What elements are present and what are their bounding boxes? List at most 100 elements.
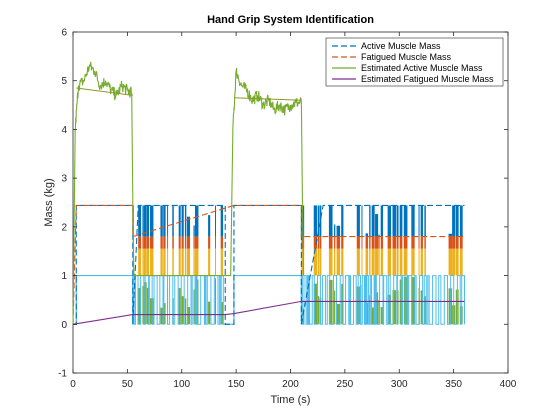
fatigued-band-bar — [138, 236, 142, 249]
fatigued-band-bar — [208, 236, 211, 249]
fatigued-band-bar — [193, 236, 195, 249]
resting-band-bar — [452, 248, 456, 276]
resting-band-bar — [301, 248, 305, 276]
estimated-active-bar — [424, 296, 426, 325]
fatigued-band-bar — [317, 236, 320, 249]
estimated-active-bar — [163, 303, 166, 325]
fatigued-band-bar — [369, 236, 371, 249]
resting-band-bar — [334, 248, 336, 276]
active-band-bar — [341, 205, 344, 237]
active-band-bar — [387, 205, 392, 237]
active-band-bar — [167, 205, 169, 237]
x-tick-label: 0 — [70, 379, 76, 390]
resting-band-bar — [396, 248, 399, 276]
estimated-active-bar — [403, 277, 408, 325]
fatigued-band-bar — [143, 236, 147, 249]
active-band-bar — [319, 205, 322, 237]
fatigued-band-bar — [167, 236, 169, 249]
resting-band-bar — [167, 248, 169, 276]
resting-band-bar — [143, 248, 147, 276]
active-band-bar — [193, 225, 195, 237]
active-band-bar — [178, 205, 181, 237]
fatigued-band-bar — [459, 236, 463, 249]
fatigued-band-bar — [452, 236, 456, 249]
active-band-bar — [214, 205, 216, 237]
estimated-active-bar — [208, 301, 211, 325]
active-band-bar — [143, 205, 147, 237]
fatigued-band-bar — [361, 236, 363, 249]
resting-band-bar — [328, 248, 333, 276]
resting-band-bar — [459, 248, 463, 276]
estimated-active-bar — [184, 298, 187, 325]
resting-band-bar — [160, 248, 163, 276]
fatigued-band-bar — [380, 236, 384, 249]
fatigued-band-bar — [341, 236, 344, 249]
fatigued-band-bar — [142, 236, 144, 249]
fatigued-band-bar — [328, 236, 333, 249]
resting-band-bar — [375, 248, 379, 276]
resting-band-bar — [380, 248, 384, 276]
active-band-bar — [375, 214, 379, 237]
resting-band-bar — [181, 248, 184, 276]
fatigued-band-bar — [186, 236, 191, 249]
active-band-bar — [146, 205, 150, 237]
resting-band-bar — [172, 248, 174, 276]
fatigued-band-bar — [371, 236, 375, 249]
resting-band-bar — [178, 248, 181, 276]
active-band-bar — [459, 205, 463, 237]
resting-band-bar — [361, 248, 363, 276]
active-band-bar — [424, 205, 426, 237]
estimated-active-bar — [317, 296, 320, 325]
estimated-active-bar — [220, 302, 224, 325]
series-active-muscle-mass — [73, 204, 465, 325]
resting-band-bar — [142, 248, 144, 276]
y-tick-label: 5 — [61, 76, 67, 87]
active-band-bar — [371, 205, 375, 237]
active-band-bar — [328, 205, 333, 237]
fatigued-band-bar — [387, 236, 392, 249]
active-band-bar — [403, 205, 408, 237]
resting-band-bar — [186, 248, 191, 276]
fatigued-band-bar — [163, 236, 166, 249]
active-band-bar — [194, 205, 199, 237]
resting-band-bar — [319, 248, 322, 276]
resting-band-bar — [411, 248, 415, 276]
fatigued-band-bar — [411, 236, 415, 249]
active-band-bar — [365, 233, 369, 237]
y-tick-label: 6 — [61, 28, 67, 39]
fatigued-band-bar — [181, 236, 184, 249]
resting-band-bar — [378, 248, 380, 276]
estimated-active-bar — [387, 294, 392, 325]
x-tick-label: 400 — [500, 379, 517, 390]
resting-band-bar — [356, 248, 360, 276]
fatigued-band-bar — [313, 236, 318, 249]
x-tick-label: 150 — [228, 379, 245, 390]
fatigued-band-bar — [220, 236, 224, 249]
active-band-bar — [356, 205, 360, 237]
estimated-active-bar — [392, 290, 397, 325]
legend-label: Estimated Active Muscle Mass — [361, 63, 483, 73]
chart-title: Hand Grip System Identification — [207, 14, 374, 26]
resting-band-bar — [146, 248, 150, 276]
active-band-bar — [448, 233, 453, 237]
estimated-active-bar — [420, 290, 423, 325]
resting-band-bar — [336, 248, 341, 276]
x-tick-label: 100 — [173, 379, 190, 390]
fatigued-band-bar — [455, 236, 459, 249]
estimated-active-bar — [186, 307, 191, 325]
estimated-active-bar — [380, 307, 384, 325]
fatigued-band-bar — [396, 236, 399, 249]
active-band-bar — [163, 205, 166, 237]
active-band-bar — [150, 205, 154, 237]
series-estimated-fatigued — [72, 300, 465, 325]
legend-label: Estimated Fatigued Muscle Mass — [361, 74, 494, 84]
estimated-active-bar — [378, 300, 380, 325]
y-axis-label: Mass (kg) — [43, 178, 55, 226]
estimated-active-bar — [181, 296, 184, 325]
resting-band-bar — [208, 248, 211, 276]
fatigued-band-bar — [420, 236, 423, 249]
active-band-bar — [336, 225, 341, 237]
resting-band-bar — [341, 248, 344, 276]
resting-band-bar — [403, 248, 408, 276]
